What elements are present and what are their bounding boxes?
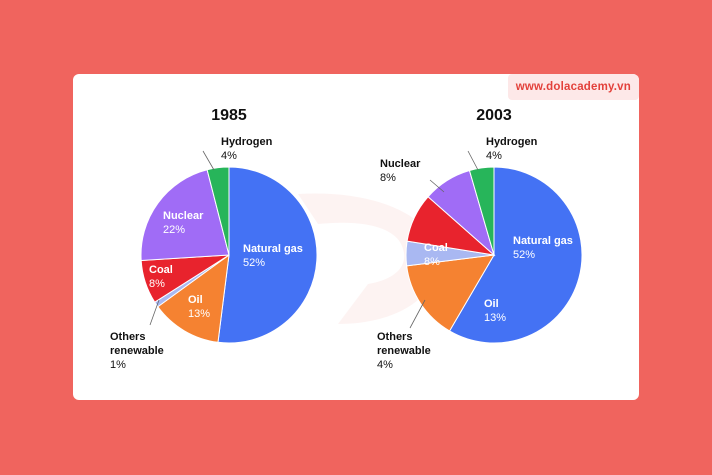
pie-chart-1: 2003 Natural gas 52% Oil 13% Others renewable 4… <box>377 107 583 371</box>
slice-label-others-renewable: Others <box>110 331 145 343</box>
slice-label-others-renewable: renewable <box>110 345 164 357</box>
slice-label-others-renewable: renewable <box>377 345 431 357</box>
slice-value-others-renewable: 4% <box>377 359 393 371</box>
chart-title: 1985 <box>211 107 247 124</box>
pie-slice-natural-gas <box>448 166 583 344</box>
pie-slice-oil <box>406 254 495 332</box>
slice-value-hydrogen: 4% <box>221 150 237 162</box>
slice-label-hydrogen: Hydrogen <box>221 136 273 148</box>
leader-line-hydrogen <box>467 150 479 171</box>
slice-value-nuclear: 22% <box>163 224 185 236</box>
slice-value-hydrogen: 4% <box>486 150 502 162</box>
slice-label-others-renewable: Others <box>377 331 412 343</box>
site-badge[interactable]: www.dolacademy.vn <box>507 74 639 100</box>
leader-line-hydrogen <box>202 150 215 171</box>
slice-label-oil: Oil <box>484 298 499 310</box>
slice-value-oil: 13% <box>484 312 506 324</box>
slice-label-hydrogen: Hydrogen <box>486 136 538 148</box>
pie-slice-natural-gas <box>217 166 318 344</box>
pie-slice-nuclear <box>140 169 230 262</box>
pie-slice-oil <box>157 253 230 343</box>
slice-value-coal: 8% <box>149 278 165 290</box>
slice-value-natural-gas: 52% <box>243 257 265 269</box>
pie-slice-hydrogen <box>468 166 495 256</box>
pie-slice-hydrogen <box>206 166 230 256</box>
slice-value-nuclear: 8% <box>380 172 396 184</box>
pie-chart-0: 1985 Natural gas 52% Oil 13% Others renewable 1… <box>110 107 318 371</box>
leader-line-others-renewable <box>149 299 160 326</box>
slice-value-coal: 8% <box>424 256 440 268</box>
slice-label-nuclear: Nuclear <box>163 210 204 222</box>
slice-label-oil: Oil <box>188 294 203 306</box>
leader-line-nuclear <box>429 179 445 193</box>
slice-label-natural-gas: Natural gas <box>513 235 573 247</box>
watermark-logo <box>298 193 439 324</box>
slice-label-natural-gas: Natural gas <box>243 243 303 255</box>
slice-label-nuclear: Nuclear <box>380 158 421 170</box>
leader-line-others-renewable <box>409 299 426 329</box>
slice-value-oil: 13% <box>188 308 210 320</box>
slice-label-coal: Coal <box>149 264 173 276</box>
chart-title: 2003 <box>476 107 512 124</box>
slice-label-coal: Coal <box>424 242 448 254</box>
slice-value-natural-gas: 52% <box>513 249 535 261</box>
slice-value-others-renewable: 1% <box>110 359 126 371</box>
